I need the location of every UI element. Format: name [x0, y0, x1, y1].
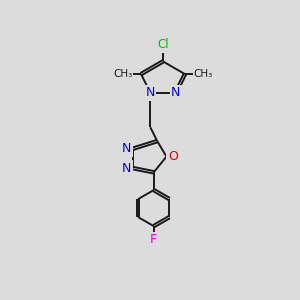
Text: N: N — [122, 162, 131, 175]
Text: N: N — [171, 86, 180, 99]
Text: Cl: Cl — [157, 38, 169, 51]
Text: N: N — [122, 142, 131, 155]
Text: O: O — [168, 150, 178, 163]
Text: F: F — [150, 233, 157, 247]
Text: CH₃: CH₃ — [194, 69, 213, 79]
Text: CH₃: CH₃ — [113, 69, 132, 79]
Text: N: N — [146, 86, 155, 99]
